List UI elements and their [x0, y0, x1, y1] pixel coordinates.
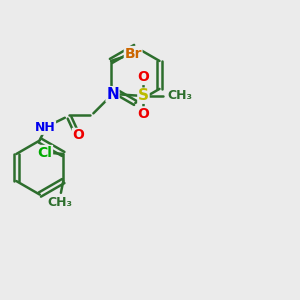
Text: O: O	[137, 70, 149, 84]
Text: S: S	[138, 88, 149, 103]
Text: O: O	[72, 128, 84, 142]
Text: NH: NH	[35, 121, 56, 134]
Text: CH₃: CH₃	[167, 89, 192, 102]
Text: O: O	[137, 107, 149, 121]
Text: N: N	[106, 87, 119, 102]
Text: Cl: Cl	[38, 146, 52, 160]
Text: CH₃: CH₃	[48, 196, 73, 209]
Text: Br: Br	[124, 46, 142, 61]
